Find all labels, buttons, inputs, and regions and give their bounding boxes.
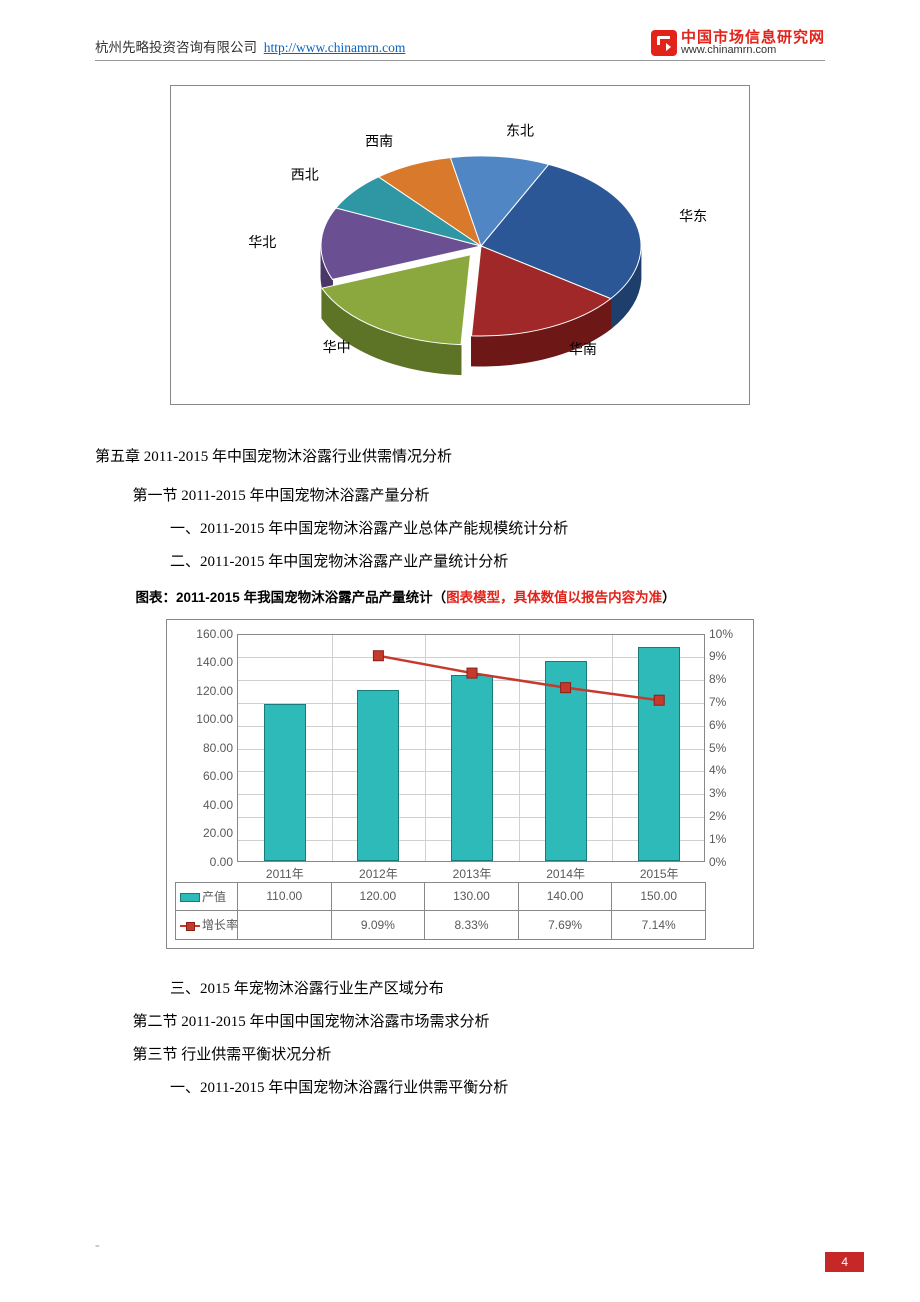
combo-chart: 2011年2012年2013年2014年2015年0%1%2%3%4%5%6%7…	[166, 619, 754, 949]
svg-text:华南: 华南	[569, 342, 597, 358]
chapter-5-title: 第五章 2011-2015 年中国宠物沐浴露行业供需情况分析	[95, 441, 825, 474]
svg-text:东北: 东北	[506, 124, 534, 140]
combo-chart-caption: 图表：2011-2015 年我国宠物沐浴露产品产量统计（图表模型，具体数值以报告…	[95, 583, 825, 613]
pie-chart: 华东华南 华中 华北 西北 西南 东北	[170, 85, 750, 405]
logo-en: www.chinamrn.com	[681, 45, 825, 56]
item-5-1-3: 三、2015 年宠物沐浴露行业生产区域分布	[95, 973, 825, 1006]
svg-text:西南: 西南	[365, 134, 393, 150]
item-5-1-1: 一、2011-2015 年中国宠物沐浴露产业总体产能规模统计分析	[95, 513, 825, 546]
section-5-3: 第三节 行业供需平衡状况分析	[95, 1039, 825, 1072]
section-5-1: 第一节 2011-2015 年中国宠物沐浴露产量分析	[95, 480, 825, 513]
page-number: 4	[825, 1252, 864, 1272]
logo-cn: 中国市场信息研究网	[681, 30, 825, 45]
svg-text:华东: 华东	[679, 209, 707, 225]
logo-icon	[651, 30, 677, 56]
caption-part-c: ）	[662, 590, 676, 605]
caption-part-a: 图表：2011-2015 年我国宠物沐浴露产品产量统计（	[136, 590, 447, 605]
header-logo: 中国市场信息研究网 www.chinamrn.com	[651, 30, 825, 56]
footer-dash: -	[95, 1238, 100, 1254]
item-5-1-2: 二、2011-2015 年中国宠物沐浴露产业产量统计分析	[95, 546, 825, 579]
svg-text:华中: 华中	[323, 340, 351, 356]
header-company: 杭州先略投资咨询有限公司 http://www.chinamrn.com	[95, 36, 405, 56]
section-5-2: 第二节 2011-2015 年中国中国宠物沐浴露市场需求分析	[95, 1006, 825, 1039]
svg-text:西北: 西北	[291, 168, 319, 184]
svg-text:华北: 华北	[248, 235, 276, 251]
item-5-3-1: 一、2011-2015 年中国宠物沐浴露行业供需平衡分析	[95, 1072, 825, 1105]
company-name: 杭州先略投资咨询有限公司	[95, 40, 257, 55]
caption-part-red: 图表模型，具体数值以报告内容为准	[446, 590, 662, 605]
company-url[interactable]: http://www.chinamrn.com	[264, 40, 406, 55]
